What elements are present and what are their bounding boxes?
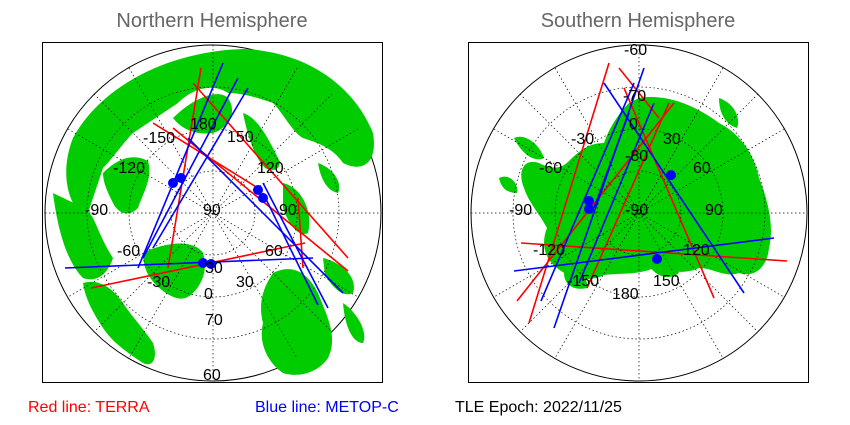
north-position-marker bbox=[206, 259, 216, 269]
south-lon-label: 60 bbox=[693, 160, 711, 177]
southern-hemisphere-title: Southern Hemisphere bbox=[540, 10, 736, 32]
legend-metop: Blue line: METOP-C bbox=[255, 399, 399, 416]
south-lon-label: -150 bbox=[567, 273, 599, 290]
north-lon-label: 180 bbox=[190, 116, 217, 133]
south-position-marker bbox=[666, 170, 676, 180]
tle-epoch-label: TLE Epoch: 2022/11/25 bbox=[455, 399, 622, 416]
north-lon-label: -90 bbox=[85, 202, 108, 219]
south-lon-labels: -60 -70 -30 0 30 -80 -60 60 -90 -90 90 -… bbox=[509, 43, 723, 303]
legend-terra: Red line: TERRA bbox=[28, 399, 150, 416]
south-lon-label: 30 bbox=[663, 131, 681, 148]
south-lon-label: 90 bbox=[705, 202, 723, 219]
south-map-svg: -60 -70 -30 0 30 -80 -60 60 -90 -90 90 -… bbox=[470, 43, 808, 382]
south-position-marker bbox=[584, 204, 594, 214]
south-lon-label: -120 bbox=[533, 242, 565, 259]
south-position-marker bbox=[652, 254, 662, 264]
north-lon-label: 30 bbox=[205, 260, 223, 277]
north-lon-label: 60 bbox=[203, 367, 221, 382]
north-position-marker bbox=[168, 178, 178, 188]
north-lon-labels: -150 180 150 -120 120 -90 90 90 -60 60 -… bbox=[85, 116, 297, 382]
south-lon-label: -70 bbox=[623, 88, 646, 105]
north-lon-label: 60 bbox=[265, 243, 283, 260]
north-lon-label: 150 bbox=[227, 129, 254, 146]
north-lon-label: -60 bbox=[117, 243, 140, 260]
north-lon-label: 0 bbox=[204, 286, 213, 303]
south-lon-label: -30 bbox=[571, 131, 594, 148]
north-position-marker bbox=[258, 193, 268, 203]
north-lon-label: -30 bbox=[147, 274, 170, 291]
southern-hemisphere-map: -60 -70 -30 0 30 -80 -60 60 -90 -90 90 -… bbox=[468, 42, 809, 383]
north-lon-label: 90 bbox=[279, 202, 297, 219]
north-position-marker bbox=[176, 173, 186, 183]
south-graticule bbox=[471, 45, 807, 381]
south-lon-label: 0 bbox=[629, 116, 638, 133]
north-lon-label: -150 bbox=[143, 130, 175, 147]
north-map-svg: -150 180 150 -120 120 -90 90 90 -60 60 -… bbox=[44, 44, 382, 382]
northern-hemisphere-title: Northern Hemisphere bbox=[116, 10, 308, 32]
north-lon-label: 90 bbox=[203, 202, 221, 219]
north-graticule bbox=[45, 45, 381, 381]
north-lon-label: 70 bbox=[205, 312, 223, 329]
north-satellite-positions bbox=[168, 173, 268, 269]
northern-hemisphere-map: -150 180 150 -120 120 -90 90 90 -60 60 -… bbox=[42, 42, 383, 383]
north-lon-label: -120 bbox=[113, 160, 145, 177]
north-lon-label: 120 bbox=[257, 160, 284, 177]
south-lon-label: 180 bbox=[612, 286, 639, 303]
south-position-marker bbox=[584, 196, 594, 206]
south-lon-label: -90 bbox=[625, 202, 648, 219]
south-lon-label: -90 bbox=[509, 202, 532, 219]
north-lon-label: 30 bbox=[236, 274, 254, 291]
north-metop-tracks bbox=[64, 62, 344, 309]
south-lon-label: 120 bbox=[683, 242, 710, 259]
south-lon-label: -60 bbox=[539, 160, 562, 177]
south-satellite-positions bbox=[584, 170, 676, 264]
south-lon-label: -60 bbox=[624, 43, 647, 59]
south-lon-label: 150 bbox=[653, 273, 680, 290]
north-position-marker bbox=[198, 258, 208, 268]
north-land bbox=[53, 49, 374, 375]
south-lon-label: -80 bbox=[625, 148, 648, 165]
north-position-marker bbox=[253, 185, 263, 195]
south-metop-tracks bbox=[513, 67, 775, 329]
